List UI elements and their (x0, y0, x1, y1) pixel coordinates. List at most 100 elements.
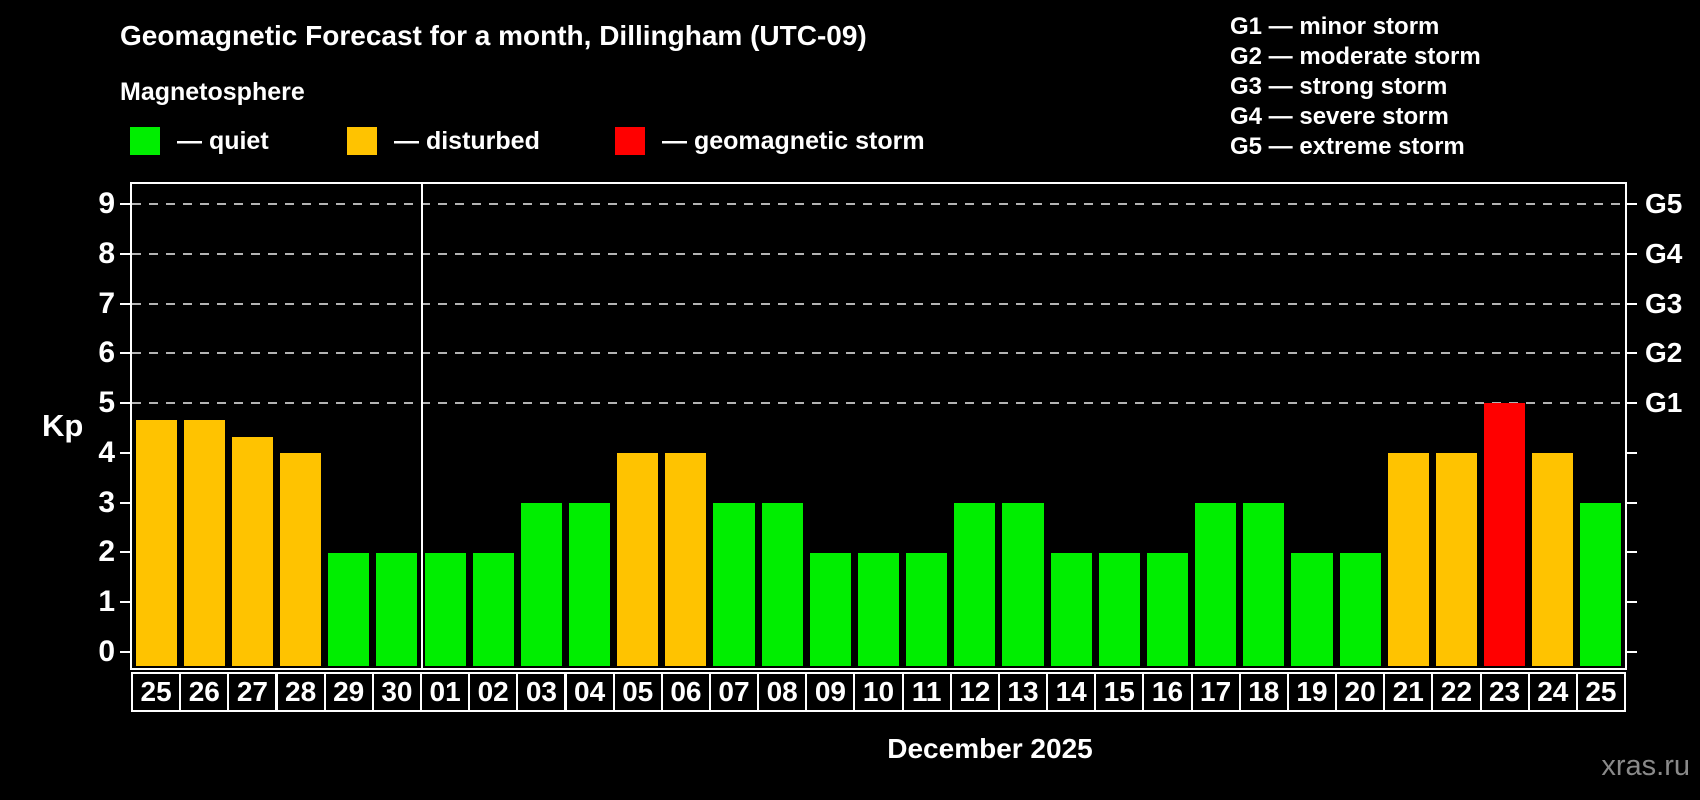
x-tick-box-9: 04 (564, 672, 615, 712)
gridline-kp6 (132, 352, 1625, 355)
bar-day-10 (857, 552, 900, 666)
x-tick-box-7: 02 (468, 672, 519, 712)
legend-item-storm: — geomagnetic storm (615, 124, 925, 158)
g-axis-label-g1: G1 (1645, 387, 1683, 419)
x-tick-box-26: 21 (1383, 672, 1434, 712)
x-tick-box-25: 20 (1335, 672, 1386, 712)
x-tick-box-4: 29 (323, 672, 374, 712)
legend-label-storm: — geomagnetic storm (662, 126, 925, 155)
left-tick-3 (120, 501, 132, 504)
bar-day-04 (569, 502, 611, 666)
right-tick-8 (1625, 252, 1637, 255)
x-tick-box-14: 09 (805, 672, 856, 712)
x-tick-box-12: 07 (708, 672, 760, 712)
x-tick-box-3: 28 (275, 672, 326, 712)
x-tick-box-28: 23 (1479, 672, 1530, 712)
bar-day-30 (376, 552, 418, 666)
x-tick-box-19: 14 (1046, 672, 1097, 712)
left-tick-1 (120, 601, 132, 604)
legend-label-disturbed: — disturbed (394, 126, 540, 155)
y-tick-label-8: 8 (98, 236, 115, 270)
x-tick-box-21: 16 (1142, 672, 1193, 712)
right-tick-5 (1625, 402, 1637, 405)
y-tick-label-9: 9 (98, 186, 115, 220)
x-tick-box-0: 25 (131, 672, 182, 712)
x-tick-box-6: 01 (420, 672, 471, 712)
bar-day-25 (1580, 502, 1622, 666)
x-tick-box-2: 27 (227, 672, 278, 712)
right-tick-6 (1625, 352, 1637, 355)
g-legend-line-1: G1 — minor storm (1230, 13, 1440, 40)
left-tick-9 (120, 202, 132, 205)
g-axis-label-g2: G2 (1645, 337, 1683, 369)
left-tick-5 (120, 402, 132, 405)
g-legend-line-4: G4 — severe storm (1230, 103, 1449, 130)
g-axis-label-g3: G3 (1645, 287, 1683, 319)
bar-day-22 (1435, 452, 1478, 666)
y-tick-label-1: 1 (98, 585, 115, 619)
bar-day-26 (183, 419, 225, 666)
month-separator (421, 184, 423, 668)
x-tick-box-24: 19 (1286, 672, 1338, 712)
x-tick-box-5: 30 (371, 672, 422, 712)
x-tick-box-18: 13 (997, 672, 1049, 712)
g-legend-line-5: G5 — extreme storm (1230, 133, 1465, 160)
y-tick-label-5: 5 (98, 386, 115, 420)
left-tick-6 (120, 352, 132, 355)
right-tick-0 (1625, 651, 1637, 654)
g-legend-line-3: G3 — strong storm (1230, 73, 1448, 100)
right-tick-4 (1625, 451, 1637, 454)
left-tick-2 (120, 551, 132, 554)
bar-day-06 (665, 452, 707, 666)
right-tick-2 (1625, 551, 1637, 554)
x-tick-box-13: 08 (757, 672, 808, 712)
bar-day-27 (231, 436, 273, 666)
gridline-kp7 (132, 302, 1625, 305)
bar-day-25 (135, 419, 177, 666)
bar-day-07 (713, 502, 755, 666)
quiet-swatch-icon (130, 127, 160, 155)
g-axis-label-g5: G5 (1645, 187, 1683, 219)
y-tick-label-7: 7 (98, 286, 115, 320)
legend-label-quiet: — quiet (177, 126, 269, 155)
legend-item-disturbed: — disturbed (347, 124, 540, 158)
chart-subtitle: Magnetosphere (120, 78, 305, 106)
bar-day-21 (1387, 452, 1429, 666)
bar-day-15 (1098, 552, 1140, 666)
x-tick-box-10: 05 (612, 672, 663, 712)
left-tick-7 (120, 302, 132, 305)
bar-day-08 (761, 502, 803, 666)
bar-day-03 (520, 502, 562, 666)
g-scale-legend: G1 — minor storm G2 — moderate storm G3 — … (1230, 12, 1481, 162)
bar-day-24 (1532, 452, 1574, 666)
bar-day-11 (906, 552, 948, 666)
left-tick-0 (120, 651, 132, 654)
x-tick-box-30: 25 (1575, 672, 1626, 712)
x-tick-box-11: 06 (660, 672, 711, 712)
x-tick-box-22: 17 (1190, 672, 1241, 712)
x-tick-box-15: 10 (853, 672, 904, 712)
left-tick-4 (120, 451, 132, 454)
right-tick-1 (1625, 601, 1637, 604)
x-tick-box-17: 12 (949, 672, 1000, 712)
legend-item-quiet: — quiet (130, 124, 269, 158)
right-tick-3 (1625, 501, 1637, 504)
gridline-kp9 (132, 202, 1625, 205)
y-axis-title: Kp (42, 408, 84, 443)
bar-day-01 (424, 552, 466, 666)
x-tick-box-27: 22 (1431, 672, 1482, 712)
bar-day-13 (1002, 502, 1044, 666)
bar-day-19 (1291, 552, 1333, 666)
bar-day-23 (1484, 403, 1526, 666)
watermark: xras.ru (1601, 750, 1690, 782)
y-tick-label-4: 4 (98, 435, 115, 469)
bar-day-17 (1195, 502, 1237, 666)
gridline-kp8 (132, 252, 1625, 255)
x-axis-title: December 2025 (887, 733, 1093, 764)
y-tick-label-0: 0 (98, 635, 115, 669)
y-tick-label-2: 2 (98, 535, 115, 569)
bar-day-05 (617, 452, 659, 666)
bar-day-02 (472, 552, 514, 666)
y-tick-label-6: 6 (98, 336, 115, 370)
x-tick-box-29: 24 (1527, 672, 1578, 712)
